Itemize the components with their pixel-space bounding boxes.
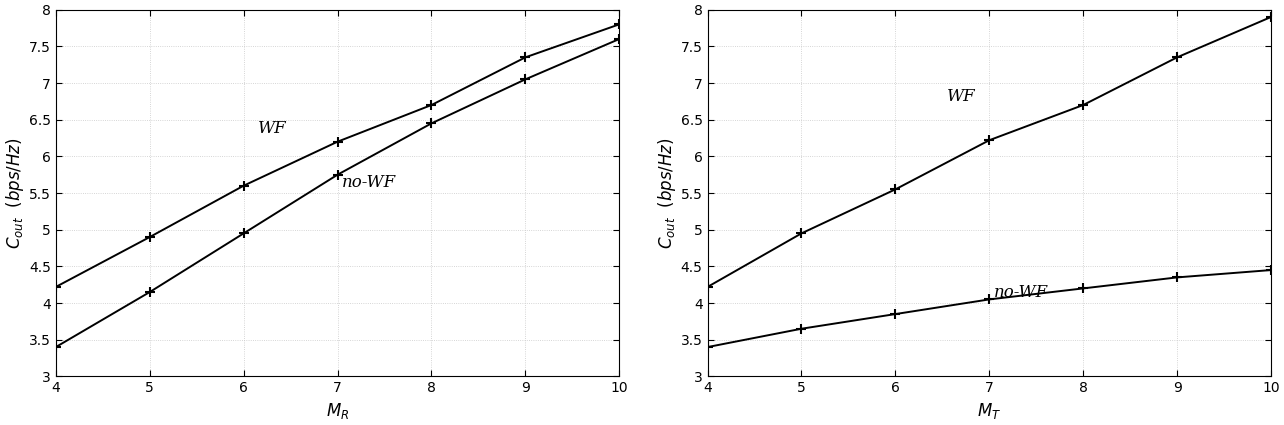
X-axis label: $M_T$: $M_T$ [977, 401, 1002, 421]
Y-axis label: $C_{out}$  $(bps/Hz)$: $C_{out}$ $(bps/Hz)$ [4, 137, 26, 249]
X-axis label: $M_R$: $M_R$ [326, 401, 349, 421]
Y-axis label: $C_{out}$  $(bps/Hz)$: $C_{out}$ $(bps/Hz)$ [656, 137, 678, 249]
Text: no-WF: no-WF [343, 174, 397, 191]
Text: WF: WF [258, 120, 286, 137]
Text: no-WF: no-WF [994, 284, 1048, 301]
Text: WF: WF [948, 88, 976, 105]
